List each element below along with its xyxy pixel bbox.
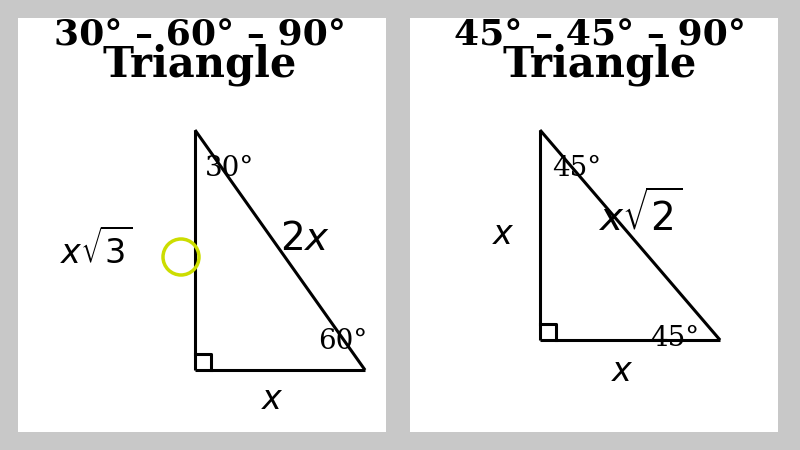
Text: $x$: $x$: [261, 384, 283, 416]
Text: $x$: $x$: [610, 356, 634, 388]
Bar: [410, 18, 778, 432]
Text: 45°: 45°: [650, 325, 699, 352]
Text: $x\sqrt{3}$: $x\sqrt{3}$: [60, 229, 132, 271]
Text: 45°: 45°: [552, 155, 601, 182]
Text: Triangle: Triangle: [103, 44, 297, 86]
Text: 60°: 60°: [318, 328, 367, 355]
Text: 30° – 60° – 90°: 30° – 60° – 90°: [54, 18, 346, 52]
Text: 30°: 30°: [205, 155, 254, 182]
Bar: [18, 18, 386, 432]
Text: Triangle: Triangle: [503, 44, 697, 86]
Text: $2x$: $2x$: [280, 221, 330, 258]
Text: $x\sqrt{2}$: $x\sqrt{2}$: [598, 191, 682, 239]
Text: $x$: $x$: [491, 219, 514, 251]
Text: 45° – 45° – 90°: 45° – 45° – 90°: [454, 18, 746, 52]
